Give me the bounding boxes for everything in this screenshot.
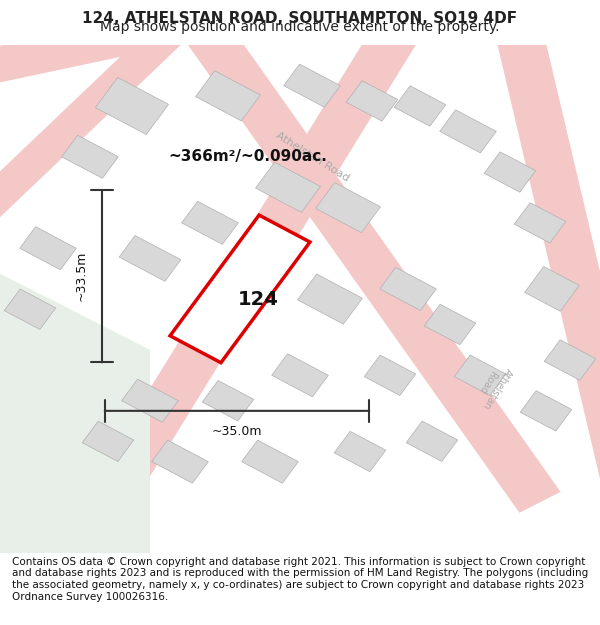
- Text: Map shows position and indicative extent of the property.: Map shows position and indicative extent…: [100, 20, 500, 34]
- Polygon shape: [152, 440, 208, 483]
- Text: ~35.0m: ~35.0m: [212, 424, 262, 438]
- Polygon shape: [316, 182, 380, 232]
- Polygon shape: [284, 64, 340, 108]
- Polygon shape: [119, 236, 181, 281]
- Text: Athelstan Road: Athelstan Road: [274, 130, 350, 183]
- Polygon shape: [82, 421, 134, 461]
- Text: ~366m²/~0.090ac.: ~366m²/~0.090ac.: [168, 149, 327, 164]
- Text: ~33.5m: ~33.5m: [74, 251, 88, 301]
- Polygon shape: [364, 355, 416, 396]
- Polygon shape: [62, 135, 118, 178]
- Polygon shape: [212, 278, 268, 321]
- Polygon shape: [170, 215, 310, 362]
- Polygon shape: [39, 0, 441, 588]
- Polygon shape: [0, 274, 150, 553]
- Polygon shape: [406, 421, 458, 461]
- Polygon shape: [272, 354, 328, 397]
- Polygon shape: [334, 431, 386, 472]
- Text: 124: 124: [238, 289, 278, 309]
- Polygon shape: [196, 71, 260, 121]
- Polygon shape: [20, 227, 76, 270]
- Polygon shape: [424, 304, 476, 344]
- Polygon shape: [0, 0, 335, 88]
- Polygon shape: [440, 110, 496, 153]
- Polygon shape: [544, 340, 596, 380]
- Polygon shape: [454, 355, 506, 396]
- Polygon shape: [202, 381, 254, 421]
- Polygon shape: [256, 162, 320, 212]
- Polygon shape: [394, 86, 446, 126]
- Polygon shape: [487, 0, 600, 506]
- Polygon shape: [160, 0, 560, 512]
- Polygon shape: [122, 379, 178, 423]
- Polygon shape: [346, 81, 398, 121]
- Text: Athelstan
Road: Athelstan Road: [470, 360, 514, 411]
- Polygon shape: [520, 391, 572, 431]
- Text: Contains OS data © Crown copyright and database right 2021. This information is : Contains OS data © Crown copyright and d…: [12, 557, 588, 601]
- Polygon shape: [298, 274, 362, 324]
- Polygon shape: [4, 289, 56, 329]
- Polygon shape: [514, 202, 566, 243]
- Text: 124, ATHELSTAN ROAD, SOUTHAMPTON, SO19 4DF: 124, ATHELSTAN ROAD, SOUTHAMPTON, SO19 4…: [82, 11, 518, 26]
- Polygon shape: [242, 440, 298, 483]
- Polygon shape: [484, 152, 536, 192]
- Polygon shape: [380, 268, 436, 311]
- Polygon shape: [0, 0, 223, 233]
- Polygon shape: [95, 78, 169, 134]
- Polygon shape: [182, 201, 238, 244]
- Polygon shape: [524, 266, 580, 311]
